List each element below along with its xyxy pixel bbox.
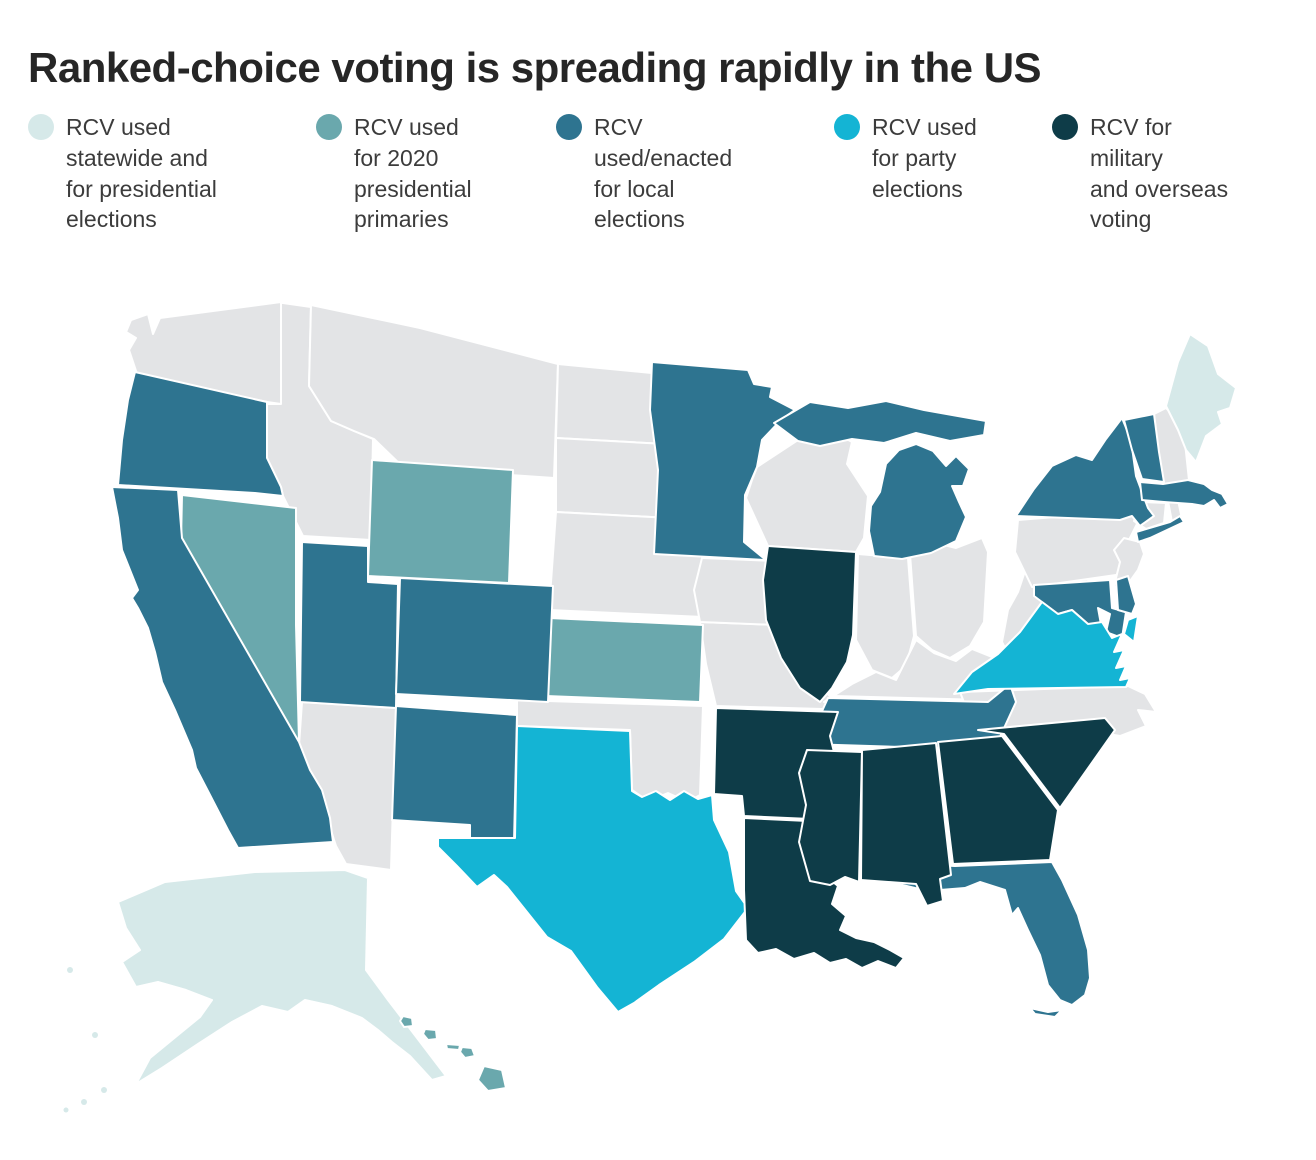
state-vermont[interactable] [1123, 413, 1165, 483]
state-hawaii-molokai[interactable] [445, 1043, 461, 1051]
state-south-dakota[interactable] [555, 437, 671, 519]
state-virginia[interactable] [953, 601, 1131, 695]
state-delaware[interactable] [1115, 575, 1137, 615]
state-alaska-islet[interactable] [67, 967, 73, 973]
state-alabama[interactable] [860, 742, 952, 907]
state-florida-keys[interactable] [1029, 1007, 1063, 1018]
state-kansas[interactable] [545, 617, 704, 703]
state-illinois[interactable] [762, 545, 857, 703]
legend-item-local: RCV used/enacted for local elections [556, 112, 806, 235]
state-alaska-islet[interactable] [63, 1107, 69, 1113]
state-virginia-eastern-shore[interactable] [1123, 615, 1139, 643]
legend-label-local: RCV used/enacted for local elections [594, 114, 733, 233]
state-hawaii-maui[interactable] [459, 1046, 476, 1059]
state-alaska-islet[interactable] [92, 1032, 98, 1038]
state-california[interactable] [111, 486, 334, 849]
legend-swatch-statewide-icon [28, 114, 54, 140]
state-wisconsin[interactable] [745, 431, 869, 553]
state-texas[interactable] [437, 725, 749, 1013]
state-colorado[interactable] [395, 577, 554, 703]
legend-swatch-military-icon [1052, 114, 1078, 140]
state-michigan-lower[interactable] [868, 443, 970, 560]
state-wyoming[interactable] [367, 459, 514, 584]
legend-label-party: RCV used for party elections [872, 114, 977, 202]
state-utah[interactable] [299, 541, 399, 709]
legend-item-party: RCV used for party elections [834, 112, 1044, 204]
legend-item-military: RCV for military and overseas voting [1052, 112, 1292, 235]
us-choropleth-map [0, 290, 1316, 1160]
state-maine[interactable] [1165, 333, 1237, 463]
state-minnesota[interactable] [649, 361, 796, 561]
state-new-mexico[interactable] [391, 705, 518, 843]
legend-label-statewide: RCV used statewide and for presidential … [66, 114, 217, 233]
legend-swatch-party-icon [834, 114, 860, 140]
state-north-dakota[interactable] [555, 363, 666, 445]
legend-label-military: RCV for military and overseas voting [1090, 114, 1229, 233]
state-oregon[interactable] [117, 371, 284, 497]
state-hawaii-big-island[interactable] [477, 1065, 507, 1092]
state-hawaii-kauai[interactable] [399, 1015, 414, 1028]
state-ohio[interactable] [909, 537, 989, 659]
state-new-york-long-island[interactable] [1135, 515, 1185, 543]
legend-item-statewide: RCV used statewide and for presidential … [28, 112, 298, 235]
state-mississippi[interactable] [798, 749, 863, 886]
state-montana[interactable] [308, 304, 559, 479]
state-georgia[interactable] [937, 735, 1059, 865]
legend-item-primaries: RCV used for 2020 presidential primaries [316, 112, 556, 235]
state-hawaii-oahu[interactable] [422, 1028, 438, 1041]
state-alaska[interactable] [117, 869, 447, 1085]
state-alaska-islet[interactable] [101, 1087, 107, 1093]
legend-swatch-primaries-icon [316, 114, 342, 140]
legend-label-primaries: RCV used for 2020 presidential primaries [354, 114, 472, 233]
state-south-carolina[interactable] [977, 717, 1116, 809]
state-alaska-islet[interactable] [81, 1099, 87, 1105]
legend: RCV used statewide and for presidential … [0, 112, 1316, 272]
us-map-svg [63, 301, 1237, 1113]
state-michigan-upper[interactable] [773, 400, 987, 447]
page-title: Ranked-choice voting is spreading rapidl… [28, 44, 1042, 92]
state-massachusetts[interactable] [1139, 479, 1229, 509]
legend-swatch-local-icon [556, 114, 582, 140]
